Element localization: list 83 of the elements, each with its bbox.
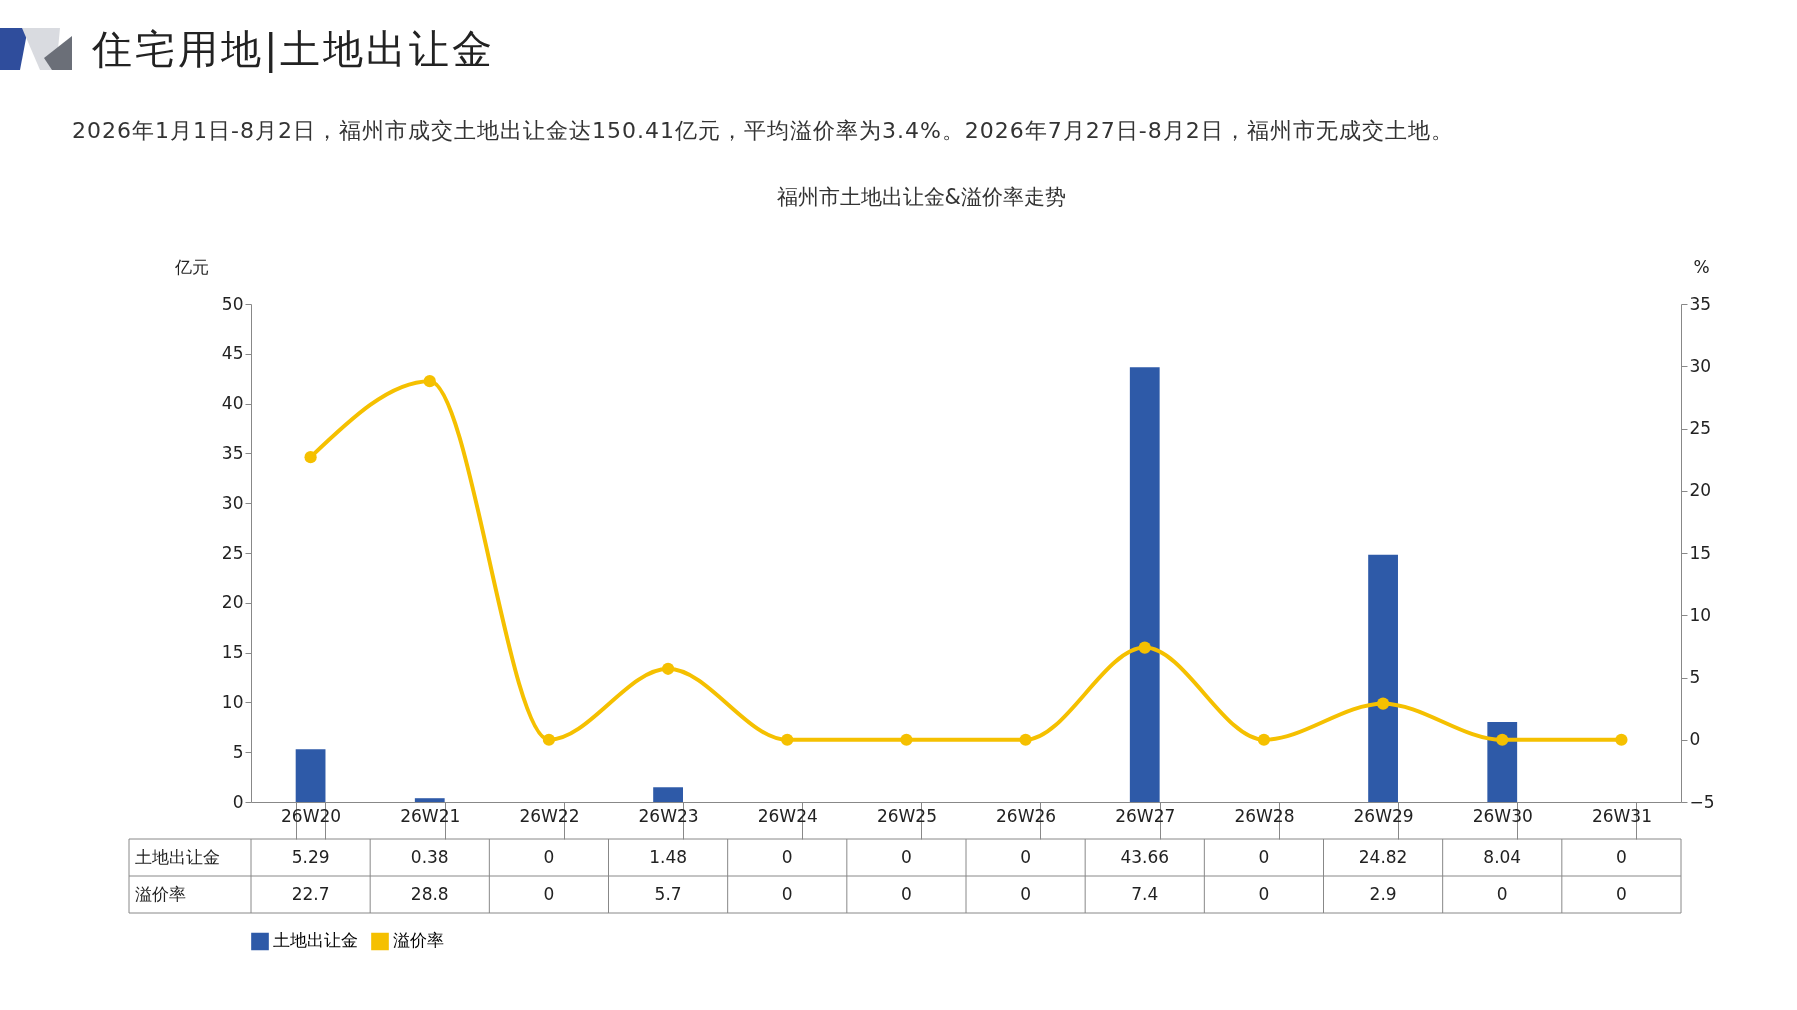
y-tick-label: 45 xyxy=(221,343,244,364)
data-label: 0 xyxy=(1020,846,1031,867)
point xyxy=(423,375,436,388)
point xyxy=(781,733,794,746)
data-label: 0 xyxy=(901,846,912,867)
data-label: 0 xyxy=(1258,883,1270,904)
data-label: 5.29 xyxy=(291,846,330,867)
y2-tick-label: 15 xyxy=(1689,542,1712,563)
text: 土地出让金 xyxy=(135,846,220,867)
y2-tick-label: 10 xyxy=(1689,604,1712,625)
bar xyxy=(1368,554,1398,802)
data-label: 0 xyxy=(543,883,555,904)
data-label: 2.9 xyxy=(1369,883,1397,904)
data-label: 0 xyxy=(1616,883,1627,904)
x-tick-label: 26W21 xyxy=(400,805,461,826)
data-label: 5.7 xyxy=(654,883,682,904)
y-tick-label: 10 xyxy=(221,691,244,712)
legend-label: 溢价率 xyxy=(393,930,444,951)
data-label: 0.38 xyxy=(410,846,449,867)
data-label: 8.04 xyxy=(1483,846,1522,867)
y2-tick-label: 0 xyxy=(1689,729,1701,750)
x-tick-label: 26W23 xyxy=(638,805,699,826)
text: 住宅用地|土地出让金 xyxy=(92,25,496,75)
y2-tick-label: 35 xyxy=(1689,293,1712,314)
y-tick-label: 35 xyxy=(221,442,244,463)
data-label: 22.7 xyxy=(291,883,330,904)
point xyxy=(542,733,556,746)
y2-tick-label: 30 xyxy=(1689,355,1712,376)
point xyxy=(304,451,317,464)
y-tick-label: 30 xyxy=(221,492,244,513)
bar xyxy=(653,787,683,802)
data-label: 7.4 xyxy=(1131,883,1159,904)
point xyxy=(1257,733,1271,746)
text: 溢价率 xyxy=(135,883,186,904)
y-tick-label: 0 xyxy=(232,791,244,812)
x-tick-label: 26W25 xyxy=(876,805,937,826)
point xyxy=(1138,641,1151,654)
data-label: 0 xyxy=(543,846,555,867)
bar xyxy=(295,749,326,802)
y-tick-label: 5 xyxy=(232,741,244,762)
data-label: 0 xyxy=(1616,846,1627,867)
point xyxy=(1376,697,1390,710)
data-label: 24.82 xyxy=(1358,846,1408,867)
point xyxy=(900,733,913,746)
data-label: 43.66 xyxy=(1120,846,1170,867)
y2-tick-label: 20 xyxy=(1689,480,1712,501)
x-tick-label: 26W29 xyxy=(1353,805,1414,826)
x-tick-label: 26W26 xyxy=(996,805,1057,826)
data-label: 1.48 xyxy=(649,846,688,867)
x-tick-label: 26W31 xyxy=(1591,805,1652,826)
point xyxy=(1019,733,1032,746)
x-tick-label: 26W30 xyxy=(1472,805,1533,826)
y2-tick-label: 25 xyxy=(1689,418,1712,438)
y2-tick-label: 5 xyxy=(1689,667,1701,687)
bar xyxy=(1487,721,1518,802)
point xyxy=(1615,733,1628,746)
point xyxy=(661,662,675,675)
x-tick-label: 26W28 xyxy=(1234,805,1295,826)
chart-subtitle: 2026年1月1日-8月2日，福州市成交土地出让金达150.41亿元，平均溢价率为3.4%。2026年7月27日-8月2日，福州市无成交土地。 xyxy=(72,117,1455,145)
data-label: 0 xyxy=(1020,883,1031,904)
y-axis-title: 亿元 xyxy=(173,256,209,277)
y-tick-label: 40 xyxy=(221,393,244,414)
data-label: 0 xyxy=(781,846,793,867)
bar xyxy=(414,798,445,802)
y-tick-label: 15 xyxy=(221,642,244,663)
y-tick-label: 50 xyxy=(221,293,244,314)
y2-tick-label: −5 xyxy=(1689,791,1715,812)
x-tick-label: 26W27 xyxy=(1115,805,1176,826)
x-tick-label: 26W22 xyxy=(519,805,580,826)
y2-axis-title: % xyxy=(1693,256,1710,277)
chart-title: 福州市土地出让金&溢价率走势 xyxy=(776,185,1066,209)
data-label: 0 xyxy=(901,883,912,904)
point xyxy=(1496,733,1509,746)
y-tick-label: 25 xyxy=(221,542,244,563)
bar xyxy=(1129,367,1160,802)
data-label: 28.8 xyxy=(410,883,449,904)
data-label: 0 xyxy=(1496,883,1508,904)
legend-label: 土地出让金 xyxy=(273,930,358,951)
data-label: 0 xyxy=(781,883,793,904)
data-label: 0 xyxy=(1258,846,1270,867)
y-tick-label: 20 xyxy=(221,592,244,613)
x-tick-label: 26W20 xyxy=(281,805,342,826)
x-tick-label: 26W24 xyxy=(757,805,818,826)
